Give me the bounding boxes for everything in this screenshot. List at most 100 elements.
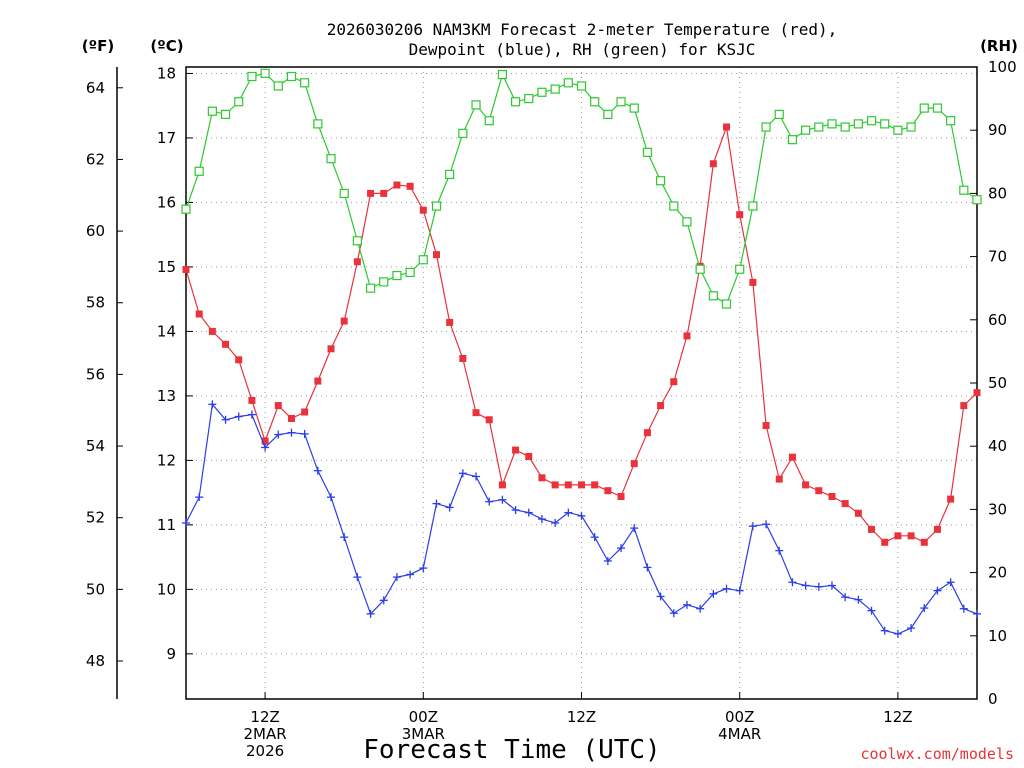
rh-point <box>814 122 824 132</box>
rh-point <box>550 84 560 94</box>
series-dewpoint <box>182 400 981 638</box>
celsius-tick-label: 11 <box>157 516 176 534</box>
dewpoint-point <box>762 520 771 529</box>
temperature-point <box>182 265 190 273</box>
temperature-point <box>881 538 889 546</box>
rh-tick-label: 80 <box>988 184 1007 202</box>
temperature-point <box>630 460 638 468</box>
dewpoint-point <box>472 472 481 481</box>
rh-point <box>537 87 547 97</box>
rh-point <box>629 103 639 113</box>
rh-point <box>866 116 877 126</box>
dewpoint-point <box>208 400 217 409</box>
rh-point <box>642 147 653 157</box>
rh-point <box>484 116 494 126</box>
temperature-point <box>894 532 902 540</box>
dewpoint-point <box>366 609 375 618</box>
dewpoint-point <box>669 609 678 618</box>
dewpoint-point <box>458 469 467 478</box>
rh-point <box>708 291 718 301</box>
rh-point <box>827 119 837 129</box>
temperature-point <box>340 317 348 325</box>
axes <box>116 66 978 700</box>
dewpoint-point <box>696 604 705 613</box>
celsius-tick-label: 14 <box>157 322 176 340</box>
celsius-tick-label: 13 <box>157 387 176 405</box>
dewpoint-point <box>907 624 916 633</box>
celsius-tick-label: 9 <box>166 645 176 663</box>
rh-point <box>379 277 389 287</box>
rh-point <box>365 283 376 293</box>
dewpoint-point <box>880 626 889 635</box>
rh-point <box>247 71 257 82</box>
chart-title-line2: Dewpoint (blue), RH (green) for KSJC <box>409 40 756 59</box>
dewpoint-point <box>933 586 942 595</box>
temperature-point <box>195 310 203 318</box>
dewpoint-point <box>920 604 929 613</box>
rh-point <box>590 97 600 107</box>
temperature-point <box>617 493 625 501</box>
dewpoint-point <box>722 584 731 593</box>
temperature-point <box>512 446 520 454</box>
temperature-point <box>683 332 691 340</box>
rh-point <box>194 166 204 176</box>
rh-point <box>524 93 534 104</box>
temperature-point <box>327 345 335 353</box>
dewpoint-point <box>261 443 270 452</box>
rh-point <box>695 264 705 274</box>
dewpoint-point <box>353 573 362 582</box>
x-tick-label: 4MAR <box>718 725 761 743</box>
temperature-point <box>841 500 849 508</box>
dewpoint-point <box>221 415 230 424</box>
dewpoint-point <box>419 564 428 573</box>
rh-point <box>603 109 613 120</box>
rh-point <box>313 119 323 129</box>
dewpoint-point <box>775 546 784 555</box>
temperature-point <box>287 414 295 422</box>
dewpoint-point <box>854 595 863 604</box>
temperature-point <box>947 495 955 503</box>
rh-point <box>220 109 231 120</box>
dewpoint-point <box>959 604 968 613</box>
temperature-point <box>907 532 915 540</box>
rh-tick-label: 70 <box>988 248 1007 266</box>
temperature-point <box>709 160 717 168</box>
rh-tick-label: 40 <box>988 437 1007 455</box>
dewpoint-point <box>287 428 296 437</box>
rh-point <box>392 270 402 281</box>
dewpoint-point <box>327 493 336 502</box>
rh-tick-label: 90 <box>988 121 1007 139</box>
temperature-point <box>525 453 533 461</box>
temperature-point <box>380 189 388 197</box>
celsius-tick-label: 18 <box>157 64 176 82</box>
rh-point <box>774 109 784 120</box>
rh-tick-label: 60 <box>988 311 1007 329</box>
credit-text: coolwx.com/models <box>860 745 1014 763</box>
dewpoint-point <box>498 495 507 504</box>
temperature-point <box>235 356 243 364</box>
rh-tick-label: 30 <box>988 500 1007 518</box>
x-tick-label: 3MAR <box>402 725 445 743</box>
rh-point <box>801 125 811 135</box>
dewpoint-point <box>893 629 902 638</box>
rh-point <box>959 185 969 195</box>
rh-point <box>576 81 587 91</box>
dewpoint-point <box>617 544 626 553</box>
temperature-point <box>485 416 493 424</box>
rh-point <box>893 125 903 135</box>
temperature-point <box>723 123 731 131</box>
rh-point <box>445 169 455 180</box>
rh-point <box>260 68 270 78</box>
temperature-point <box>604 487 612 495</box>
rh-point <box>458 128 468 138</box>
x-tick-label: 2026 <box>246 742 284 760</box>
rh-tick-label: 20 <box>988 564 1007 582</box>
dewpoint-point <box>537 515 546 524</box>
temperature-point <box>578 481 585 489</box>
rh-tick-label: 10 <box>988 627 1007 645</box>
dewpoint-point <box>577 511 586 520</box>
temperature-point <box>551 481 559 489</box>
fahrenheit-tick-label: 60 <box>86 222 105 240</box>
rh-point <box>880 119 890 129</box>
